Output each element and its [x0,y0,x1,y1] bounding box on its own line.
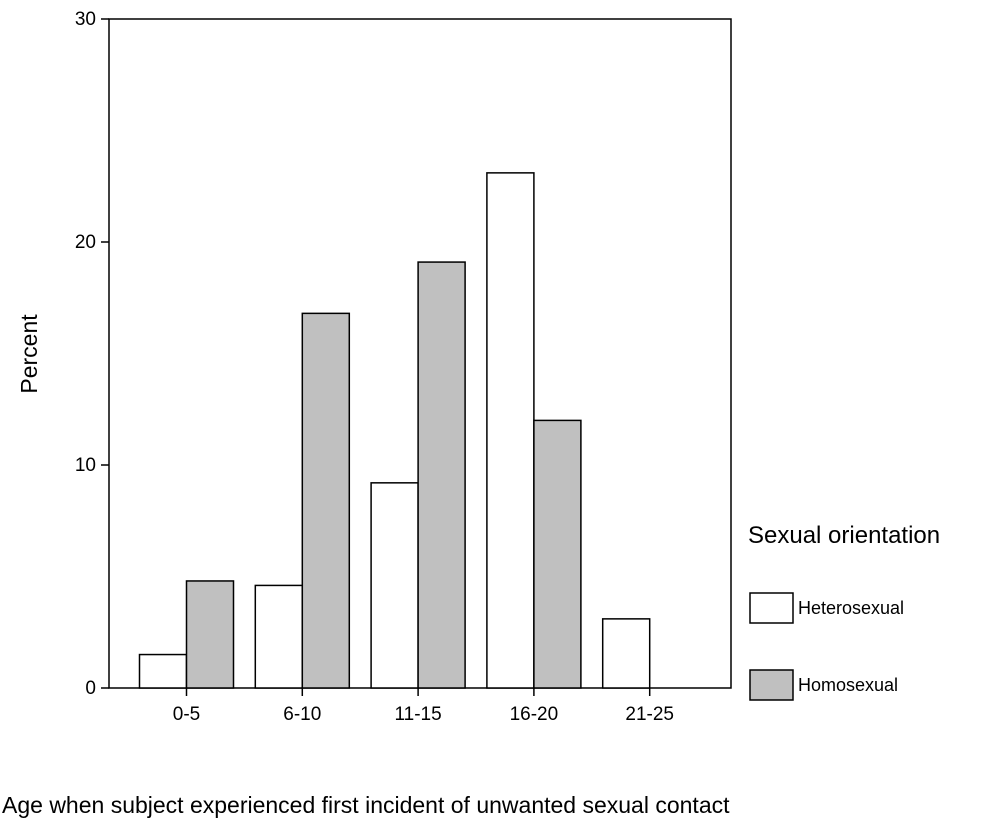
bar-homosexual-16-20 [533,419,582,689]
bar-heterosexual-6-10 [254,584,304,689]
legend-title: Sexual orientation [748,522,940,549]
bar-heterosexual-16-20 [486,172,535,689]
y-axis-title: Percent [16,314,42,394]
bar-heterosexual-11-15 [370,482,419,689]
x-tick-label: 11-15 [395,704,442,725]
y-tick-label: 10 [75,455,96,476]
y-tick-label: 0 [85,678,96,699]
y-tick-label: 30 [75,9,96,30]
legend-label-homosexual: Homosexual [798,675,898,695]
y-tick-label: 20 [75,232,96,253]
legend-label-heterosexual: Heterosexual [798,598,904,618]
bar-homosexual-0-5 [185,580,235,689]
bars [138,172,651,689]
y-axis: 0 10 20 30 [75,9,109,699]
bar-heterosexual-0-5 [138,653,188,689]
legend-swatch-homosexual [749,669,794,701]
x-axis: 0-5 6-10 11-15 16-20 21-25 [173,688,674,725]
bar-heterosexual-21-25 [601,618,651,689]
bar-homosexual-11-15 [417,261,466,689]
x-tick-label: 6-10 [283,704,321,725]
x-tick-label: 21-25 [625,704,674,725]
legend: Sexual orientation Heterosexual Homosexua… [748,522,940,701]
x-tick-label: 16-20 [510,704,559,725]
x-tick-label: 0-5 [173,704,200,725]
legend-items: Heterosexual Homosexual [749,592,904,701]
legend-swatch-heterosexual [749,592,794,624]
x-axis-title: Age when subject experienced first incid… [2,792,730,818]
bar-homosexual-6-10 [301,312,351,689]
